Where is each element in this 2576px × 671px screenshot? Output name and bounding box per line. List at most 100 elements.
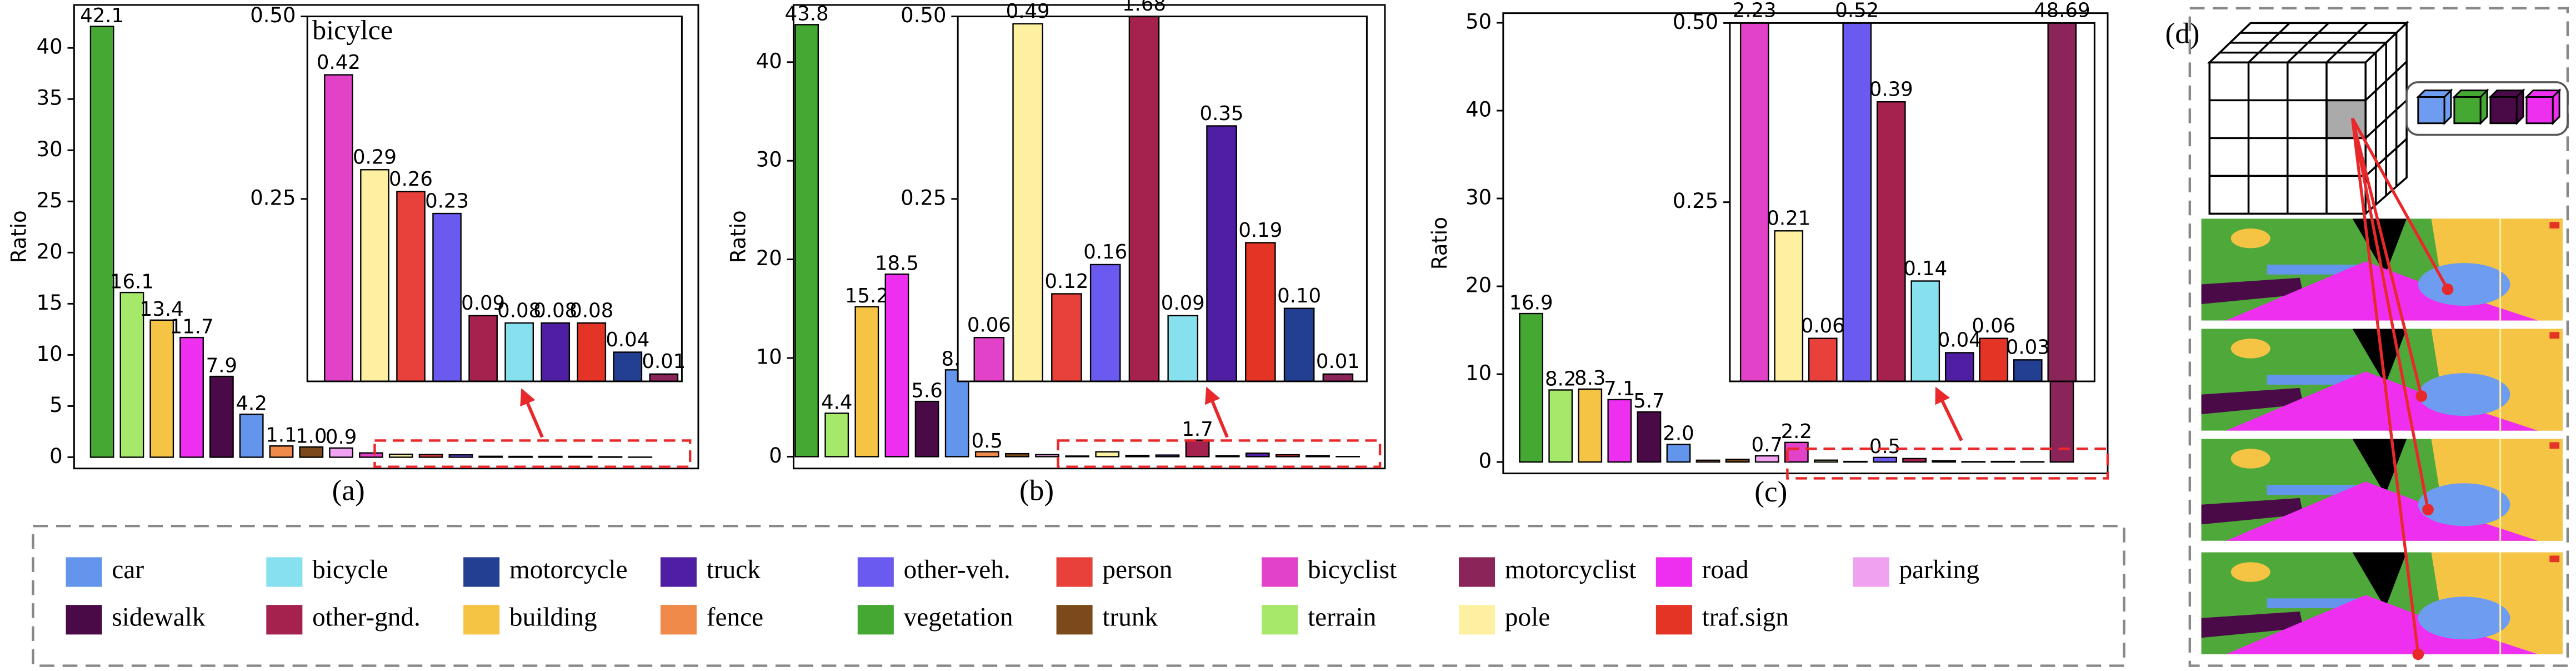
legend-label: trunk <box>1102 603 1158 632</box>
bar-chart: 010203040Ratio43.84.415.218.55.68.80.51.… <box>726 0 1386 506</box>
projection-lines <box>2350 117 2449 655</box>
inset-bar <box>1842 23 1872 381</box>
panel-frame <box>2188 7 2569 667</box>
inset-bar <box>432 212 462 381</box>
y-tick-label: 30 <box>37 137 63 161</box>
inset-bar <box>1808 337 1838 381</box>
legend-item: truck <box>660 555 761 587</box>
bar <box>119 291 144 458</box>
feature-cubes <box>2416 88 2562 126</box>
charts: 0 5 10 15 20 25 30 35 40 Ratio 42.1 16.1 13.411.7 7.9… <box>7 0 2109 508</box>
value-label: 4.2 <box>236 392 267 415</box>
inset-value-label: 0.26 <box>389 168 433 191</box>
inset-value-label: 0.21 <box>1767 207 1810 230</box>
feature-cube <box>2417 96 2445 125</box>
legend-swatch <box>857 605 894 635</box>
caption: (c) <box>1754 475 1787 508</box>
legend-swatch <box>1459 605 1495 635</box>
value-label: 1.0 <box>296 425 327 448</box>
caption: (a) <box>332 474 365 506</box>
inset-bars <box>973 16 1354 381</box>
feature-cube <box>2479 88 2488 126</box>
inset-y-tick-label: 0.25 <box>1673 189 1718 213</box>
legend-swatch <box>1459 557 1495 587</box>
legend-swatch <box>1056 605 1093 635</box>
legend-swatch <box>660 557 697 587</box>
inset-bars <box>324 74 679 381</box>
bar <box>1637 411 1662 463</box>
bar <box>179 336 204 458</box>
legend-swatch <box>463 605 500 635</box>
inset: 0.420.290.260.230.090.080.080.080.040.01… <box>250 3 686 382</box>
value-label: 8.2 <box>1545 368 1576 391</box>
projection-points <box>2412 284 2454 660</box>
legend-item: other-gnd. <box>266 603 421 635</box>
y-tick-label: 40 <box>756 49 782 73</box>
inset-bar <box>1283 307 1315 381</box>
inset-value-label: 0.08 <box>569 299 613 322</box>
y-tick-label: 40 <box>1465 98 1492 122</box>
value-label: 8.3 <box>1574 367 1605 390</box>
caption: (b) <box>1019 474 1054 506</box>
value-label: 1.1 <box>266 424 297 446</box>
value-label: 0.7 <box>1752 434 1783 456</box>
value-label: 13.4 <box>140 298 184 321</box>
inset-bars <box>1739 23 2077 381</box>
highlight-box <box>373 439 692 468</box>
projection-point <box>2422 504 2434 515</box>
inset-frame <box>306 16 683 382</box>
bar <box>944 369 969 458</box>
legend-swatch <box>857 557 894 587</box>
plot-frame <box>73 4 699 470</box>
inset-value-label: 0.29 <box>353 146 397 169</box>
projection-line <box>2350 118 2423 397</box>
legend-item: vegetation <box>857 603 1013 635</box>
legend-swatch <box>1056 557 1093 587</box>
bar <box>89 26 114 458</box>
inset-value-label: 0.01 <box>642 350 686 373</box>
legend-label: person <box>1102 555 1172 584</box>
inset-value-label: 0.23 <box>425 190 469 212</box>
panel-d: (d) <box>2165 7 2569 667</box>
panel-label: (d) <box>2165 17 2199 49</box>
inset-bar <box>1128 16 1160 381</box>
inset-value-label: 0.04 <box>1938 329 1982 352</box>
inset-value-label: 0.06 <box>1972 315 2015 337</box>
inset-bar <box>1774 230 1804 381</box>
inset-bar <box>324 74 353 381</box>
legend-swatch <box>1655 557 1692 587</box>
legend-item: person <box>1056 555 1172 587</box>
y-tick-label: 30 <box>756 148 782 172</box>
bar <box>1695 459 1720 463</box>
legend-label: sidewalk <box>112 603 205 632</box>
legend-swatch <box>1853 557 1889 587</box>
bar <box>299 446 324 458</box>
legend-label: pole <box>1505 603 1550 632</box>
inset-y-tick-label: 0.25 <box>250 186 296 210</box>
bar <box>1990 460 2015 463</box>
inset-value-label: 0.06 <box>1801 315 1845 337</box>
inset-value-label: 0.09 <box>1161 292 1205 315</box>
y-tick-label: 35 <box>37 86 63 110</box>
inset-bar <box>1245 242 1276 381</box>
y-tick-label: 10 <box>1465 361 1492 385</box>
bar <box>269 445 294 458</box>
annotations <box>373 439 2109 480</box>
bar-chart: 0 5 10 15 20 25 30 35 40 Ratio 42.1 16.1 13.411.7 7.9… <box>7 3 699 506</box>
arrow <box>1935 386 1963 441</box>
projection-line <box>2351 117 2449 290</box>
bar <box>568 455 593 458</box>
inset-title: bicylce <box>312 14 393 46</box>
bar <box>1245 453 1270 458</box>
y-axis-label: Ratio <box>7 210 31 263</box>
value-label: 42.1 <box>80 4 124 27</box>
bar <box>1932 460 1957 463</box>
legend-swatch <box>66 605 102 635</box>
inset-value-label: 0.06 <box>967 314 1011 337</box>
bar <box>1276 454 1300 458</box>
bar <box>239 413 264 458</box>
legend-label: building <box>509 603 597 632</box>
legend-item: bicyclist <box>1262 555 1397 587</box>
bar <box>1305 455 1330 458</box>
inset-bar <box>504 322 534 381</box>
